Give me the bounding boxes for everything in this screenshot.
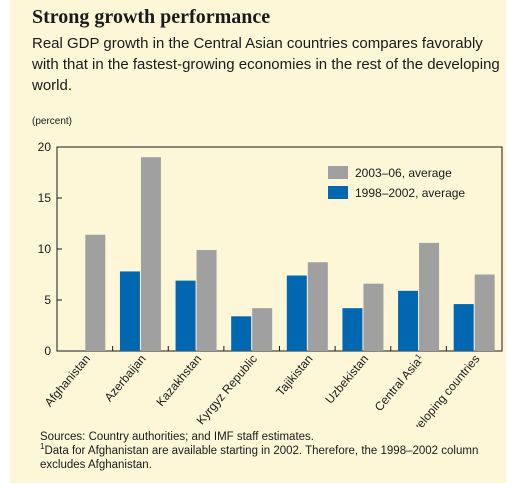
legend-label: 1998–2002, average	[355, 186, 465, 200]
x-category-label: Uzbekistan	[322, 352, 371, 406]
bar-2003-06	[474, 274, 495, 351]
legend-label: 2003–06, average	[355, 166, 452, 180]
x-category-label: Tajikistan	[273, 352, 315, 399]
bar-chart: 0 5 10 15 20 Afghanistan Azerbaijan KazakhstanK…	[38, 140, 503, 427]
legend-swatch	[328, 186, 348, 199]
chart-footer: Sources: Country authorities; and IMF st…	[40, 430, 502, 472]
y-tick-label: 5	[44, 293, 51, 307]
bar-2003-06	[363, 283, 384, 351]
x-category-superscript: 1	[413, 351, 423, 361]
bar-2003-06	[140, 157, 161, 351]
bar-1998-2002	[119, 271, 140, 351]
y-tick-label: 15	[38, 191, 52, 205]
chart-subtitle: Real GDP growth in the Central Asian cou…	[32, 35, 500, 94]
footnote-marker: 1	[40, 442, 45, 452]
bar-1998-2002	[175, 280, 196, 351]
x-category-label: Azerbaijan	[102, 352, 149, 404]
chart-title: Strong growth performance	[32, 6, 271, 28]
unit-label: (percent)	[32, 116, 73, 127]
bar-1998-2002	[342, 308, 363, 351]
x-category-label: Central Asia1	[371, 351, 427, 414]
sources-note: Sources: Country authorities; and IMF st…	[40, 431, 314, 443]
bar-2003-06	[85, 234, 106, 351]
x-category-label: Kyrgyz Republic	[194, 352, 260, 427]
y-tick-label: 10	[38, 242, 52, 256]
y-tick-label: 20	[38, 140, 52, 154]
bar-1998-2002	[398, 290, 419, 351]
y-tick-label: 0	[44, 344, 51, 358]
footnote: 1Data for Afghanistan are available star…	[40, 442, 502, 472]
bar-2003-06	[252, 308, 273, 351]
bar-1998-2002	[286, 275, 307, 351]
footnote-text: Data for Afghanistan are available start…	[40, 445, 479, 471]
bar-2003-06	[196, 250, 217, 351]
bar-2003-06	[419, 242, 440, 351]
bar-2003-06	[307, 262, 328, 351]
bar-1998-2002	[453, 304, 474, 351]
legend-swatch	[328, 166, 348, 179]
x-category-label: Afghanistan	[42, 352, 93, 410]
bar-1998-2002	[231, 316, 252, 351]
x-category-label: Kazakhstan	[153, 352, 204, 409]
chart-panel: Strong growth performance Real GDP growt…	[10, 0, 506, 483]
